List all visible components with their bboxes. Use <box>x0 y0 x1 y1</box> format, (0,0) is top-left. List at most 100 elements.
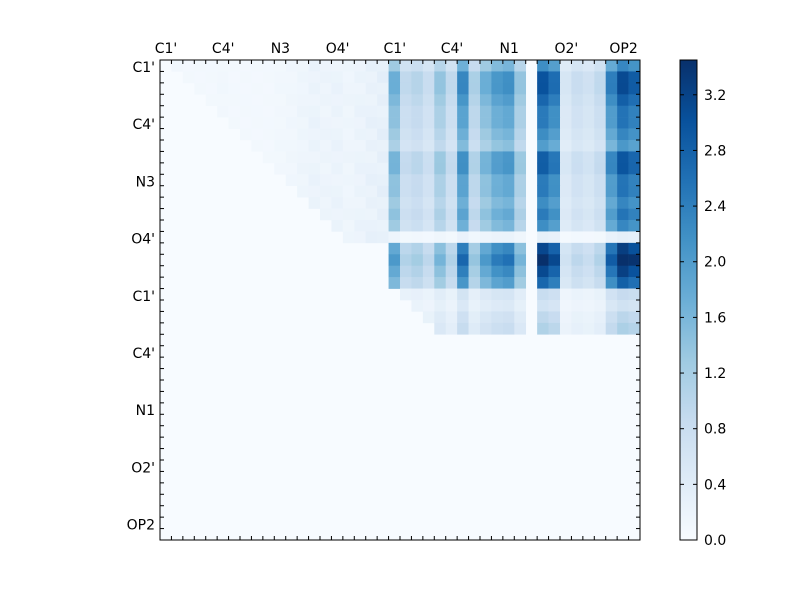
heatmap-cell <box>445 60 458 72</box>
heatmap-cell <box>594 128 607 141</box>
heatmap-cell <box>434 151 447 164</box>
heatmap-cell <box>354 174 367 187</box>
heatmap-cell <box>548 300 561 312</box>
heatmap-cell <box>480 197 492 209</box>
heatmap-cell <box>582 82 595 95</box>
colorbar-tick-label: 0.0 <box>704 533 726 549</box>
heatmap-cell <box>548 231 561 244</box>
heatmap-cell <box>537 128 549 141</box>
heatmap-cell <box>468 208 481 221</box>
heatmap-cell <box>571 162 584 175</box>
heatmap-cell <box>617 242 629 255</box>
heatmap-cell <box>434 208 447 221</box>
heatmap-cell <box>365 174 378 187</box>
heatmap-cell <box>457 71 469 84</box>
heatmap-cell <box>502 60 515 72</box>
heatmap-cell <box>480 82 492 95</box>
heatmap-cell <box>605 174 618 187</box>
heatmap-cell <box>457 174 469 187</box>
heatmap-cell <box>594 311 607 324</box>
heatmap-cell <box>617 94 629 107</box>
x-tick-label: C4' <box>441 41 464 57</box>
heatmap-cell <box>388 82 401 95</box>
heatmap-cell <box>571 197 584 209</box>
heatmap-cell <box>445 174 458 187</box>
heatmap-cell <box>491 288 504 301</box>
heatmap-cell <box>331 220 344 232</box>
heatmap-cell <box>617 71 629 84</box>
heatmap-cell <box>342 105 355 118</box>
heatmap-cell <box>468 322 481 335</box>
heatmap-cell <box>365 220 378 232</box>
heatmap-cell <box>617 185 629 198</box>
heatmap-cell <box>365 162 378 175</box>
heatmap-cell <box>445 208 458 221</box>
heatmap-cell <box>560 277 572 289</box>
heatmap-cell <box>434 117 447 129</box>
heatmap-cell <box>480 185 492 198</box>
heatmap-cell <box>171 60 184 72</box>
heatmap-cell <box>445 94 458 107</box>
heatmap-cell <box>582 128 595 141</box>
heatmap-cell <box>342 94 355 107</box>
colorbar-tick-label: 2.4 <box>704 199 726 215</box>
heatmap-cell <box>308 60 321 72</box>
heatmap-cell <box>354 140 367 152</box>
heatmap-cell <box>628 162 641 175</box>
heatmap-cell <box>320 208 332 221</box>
heatmap-cell <box>514 288 527 301</box>
heatmap-cell <box>594 322 607 335</box>
heatmap-cell <box>434 300 447 312</box>
heatmap-cell <box>342 231 355 244</box>
heatmap-cell <box>377 231 389 244</box>
heatmap-cell <box>285 117 298 129</box>
heatmap-cell <box>457 128 469 141</box>
heatmap-cell <box>468 185 481 198</box>
heatmap-cell <box>582 162 595 175</box>
heatmap-cell <box>605 322 618 335</box>
heatmap-cell <box>582 300 595 312</box>
heatmap-cell <box>628 322 641 335</box>
heatmap-cell <box>411 82 424 95</box>
heatmap-cell <box>594 117 607 129</box>
heatmap-cell <box>537 265 549 278</box>
heatmap-cell <box>560 162 572 175</box>
heatmap-cell <box>422 151 435 164</box>
heatmap-cell <box>457 197 469 209</box>
heatmap-cell <box>560 322 572 335</box>
heatmap-cell <box>605 231 618 244</box>
heatmap-cell <box>571 140 584 152</box>
heatmap-cell <box>445 117 458 129</box>
heatmap-cell <box>605 151 618 164</box>
heatmap-cell <box>320 71 332 84</box>
heatmap-cell <box>422 220 435 232</box>
x-tick-label: N1 <box>500 41 519 57</box>
heatmap-cell <box>537 300 549 312</box>
y-tick-label: C4' <box>132 117 155 133</box>
y-tick-label: OP2 <box>127 518 155 534</box>
heatmap-cell <box>365 60 378 72</box>
heatmap-cell <box>320 105 332 118</box>
heatmap-cell <box>605 82 618 95</box>
heatmap-cell <box>251 71 264 84</box>
heatmap-cell <box>434 322 447 335</box>
heatmap-cell <box>502 254 515 267</box>
heatmap-cell <box>457 322 469 335</box>
heatmap-cell <box>388 277 401 289</box>
heatmap-cell <box>502 128 515 141</box>
heatmap-cell <box>445 82 458 95</box>
x-tick-label: C1' <box>384 41 407 57</box>
heatmap-cell <box>388 254 401 267</box>
heatmap-cell <box>342 185 355 198</box>
heatmap-cell <box>594 174 607 187</box>
heatmap-cell <box>400 265 412 278</box>
heatmap-cell <box>582 265 595 278</box>
heatmap-cell <box>491 185 504 198</box>
heatmap-cell <box>411 265 424 278</box>
heatmap-cell <box>434 197 447 209</box>
heatmap-cell <box>388 231 401 244</box>
heatmap-cell <box>491 71 504 84</box>
heatmap-cell <box>594 254 607 267</box>
heatmap-cell <box>537 117 549 129</box>
heatmap-cell <box>411 231 424 244</box>
